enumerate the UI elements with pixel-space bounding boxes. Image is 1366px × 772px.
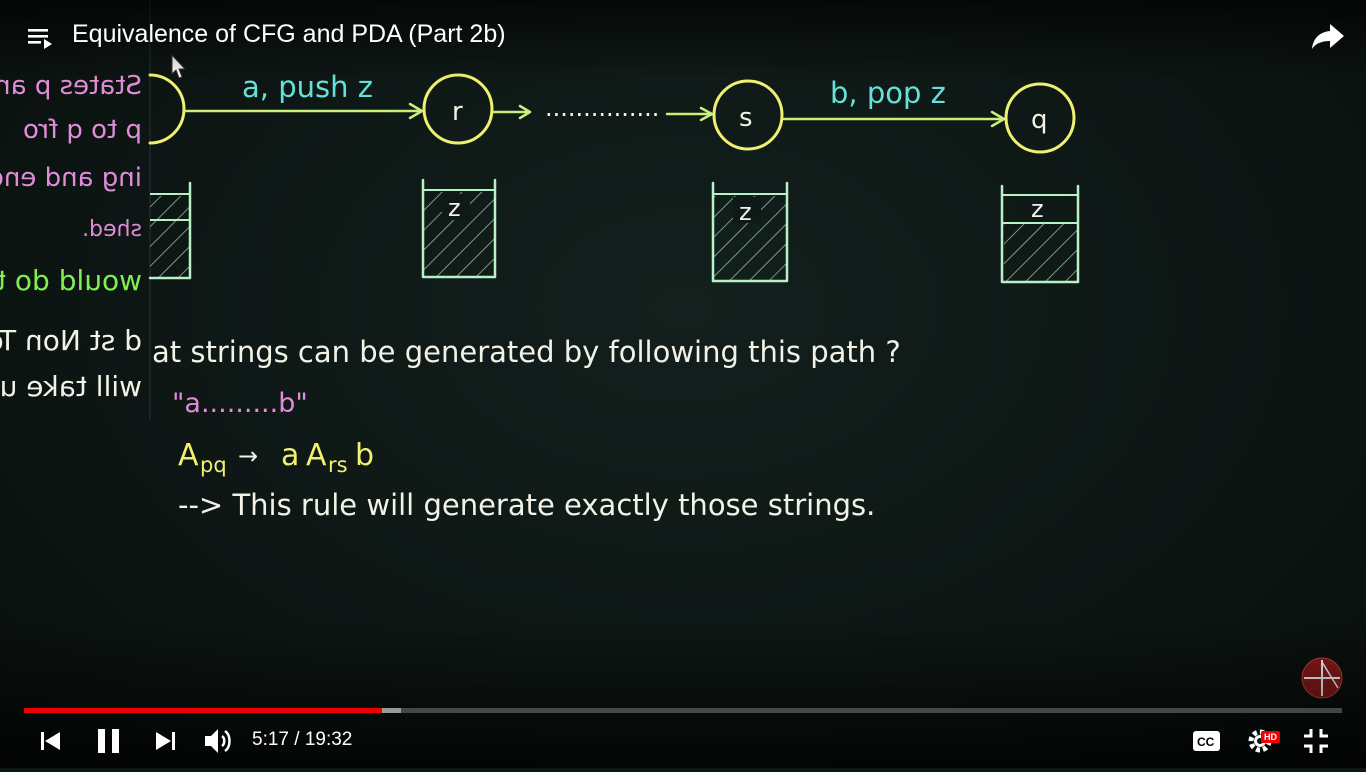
mirror-line-5: would do th [0,264,142,297]
time-separator: / [294,729,300,750]
mirrored-text-panel: States p an p to q fro ing and end shed.… [0,71,142,403]
rule-lhs-subscript: pq [200,453,227,477]
playlist-icon[interactable] [26,24,54,52]
volume-icon[interactable] [202,725,234,757]
state-r-label: r [452,97,463,127]
transition-s-q-arrowhead [990,110,1006,128]
hd-badge: HD [1261,731,1280,743]
rule-rhs-subscript: rs [328,453,348,477]
share-icon[interactable] [1310,20,1346,52]
mirror-line-2: p to q fro [23,115,142,145]
state-s-label: s [739,103,753,133]
progress-bar[interactable] [24,708,1342,713]
video-title[interactable]: Equivalence of CFG and PDA (Part 2b) [72,20,506,48]
production-rule: A pq → a A rs b [178,438,374,477]
path-dots: ............... [545,94,659,122]
top-overlay [0,0,1366,80]
question-text: at strings can be generated by following… [152,335,901,369]
pause-icon[interactable] [94,726,124,756]
time-current: 5:17 [252,729,289,750]
time-total: 19:32 [304,729,353,750]
captions-icon[interactable]: CC [1192,728,1222,754]
conclusion-text: --> This rule will generate exactly thos… [178,488,875,522]
exit-fullscreen-icon[interactable] [1302,727,1330,755]
stack-q: z [1000,184,1080,284]
mirror-line-4: shed. [82,217,142,242]
progress-played [24,708,383,713]
rule-terminal-a: a [281,438,299,473]
state-s-circle [712,79,784,151]
stack-r: z [421,178,497,279]
svg-text:CC: CC [1197,735,1215,749]
rule-lhs-nonterminal: A [178,438,199,473]
state-q-circle [1004,82,1076,154]
mirror-line-3: ing and end [0,163,142,193]
rule-rhs-nonterminal: A [306,438,327,473]
state-q-label: q [1031,105,1048,135]
rule-terminal-b: b [355,438,374,473]
rule-arrow: → [238,442,258,470]
mirror-line-7: will take us t [0,370,142,403]
controls-shade [0,620,1366,768]
stack-s: z [711,181,789,283]
mirror-line-6: d st Non Ter [0,324,142,357]
time-display: 5:17 / 19:32 [252,729,352,751]
skip-previous-icon[interactable] [38,728,64,754]
transition-dots-s-arrowhead [699,106,714,122]
state-p-circle [148,73,186,145]
transition-r-dots-arrowhead [518,104,532,120]
string-example: "a.........b" [172,388,308,419]
stack-r-top-symbol: z [448,194,461,222]
transition-label-pop: b, pop z [830,76,946,110]
stack-q-top-symbol: z [1031,195,1044,223]
stack-p [148,181,192,280]
skip-next-icon[interactable] [152,728,178,754]
transition-p-r-arrowhead [408,102,424,120]
stack-s-top-symbol: z [739,198,752,226]
